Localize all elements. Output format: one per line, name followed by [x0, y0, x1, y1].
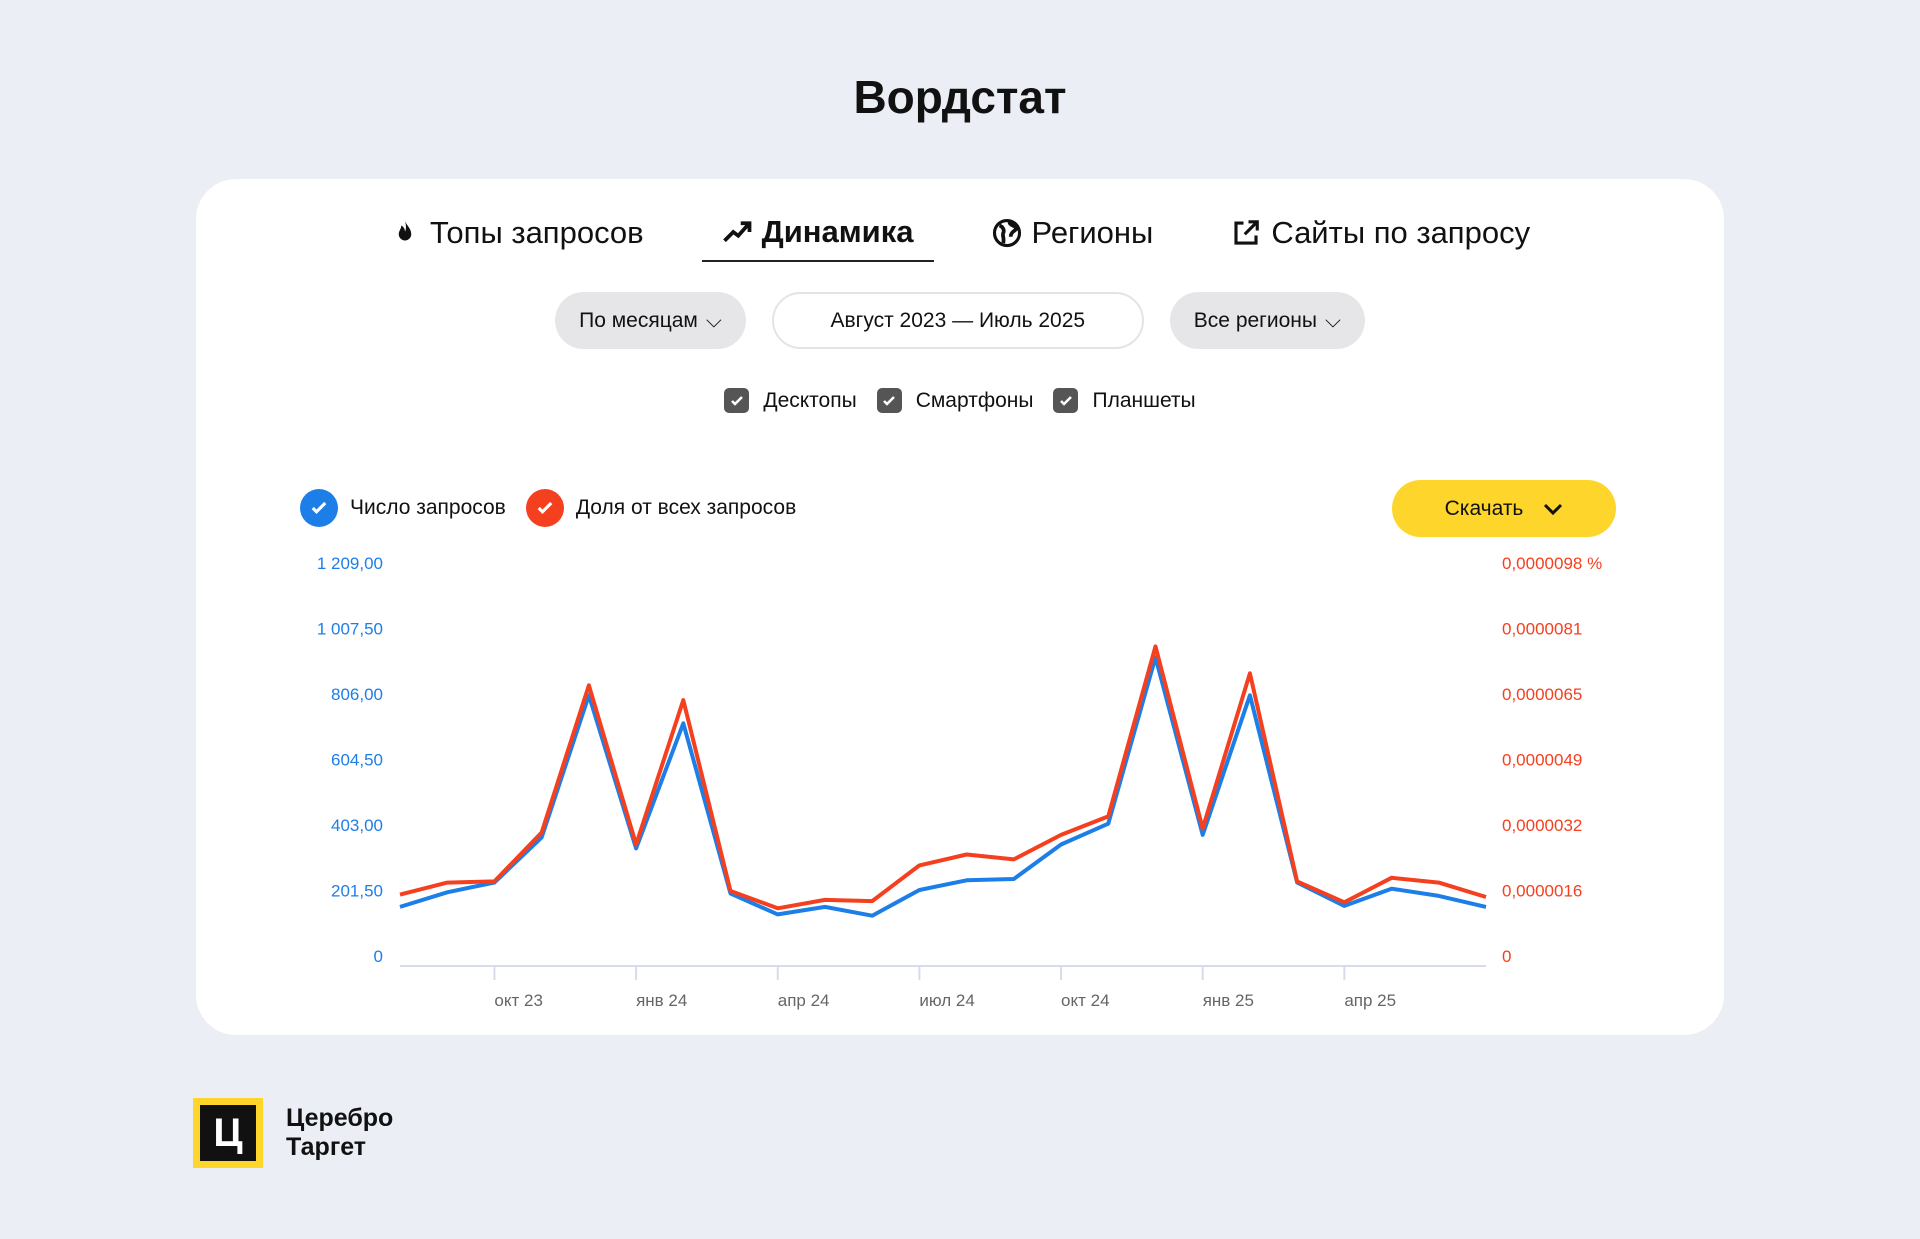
check-icon: [1053, 388, 1079, 413]
filters: По месяцам ⌵ Август 2023 — Июль 2025 Все…: [0, 292, 1920, 349]
download-button[interactable]: Скачать: [1392, 480, 1616, 537]
chevron-down-icon: ⌵: [1324, 308, 1341, 332]
legend-label: Число запросов: [350, 496, 506, 519]
period-value: По месяцам: [579, 308, 698, 332]
date-range-value: Август 2023 — Июль 2025: [830, 308, 1086, 332]
checkbox-label: Смартфоны: [915, 388, 1034, 412]
period-dropdown[interactable]: По месяцам ⌵: [555, 292, 746, 349]
page-title: Вордстат: [853, 71, 1067, 123]
date-range-picker[interactable]: Август 2023 — Июль 2025: [771, 292, 1144, 349]
brand-line1: Церебро: [286, 1104, 394, 1132]
tab-label: Регионы: [1031, 215, 1154, 250]
tab-dynamics[interactable]: Динамика: [701, 210, 934, 262]
tab-label: Сайты по запросу: [1271, 215, 1531, 250]
checkbox-label: Десктопы: [763, 388, 857, 412]
fire-icon: [398, 220, 412, 241]
external-link-icon: [1234, 220, 1260, 245]
chevron-down-icon: [1544, 503, 1563, 515]
brand-name: Церебро Таргет: [286, 1104, 393, 1162]
tab-bar: Топы запросов Динамика Регионы Сайты по …: [0, 210, 1920, 262]
region-dropdown[interactable]: Все регионы ⌵: [1169, 292, 1365, 349]
legend-label: Доля от всех запросов: [575, 496, 797, 519]
checkbox-smartphones[interactable]: Смартфоны: [876, 388, 1034, 413]
brand-line2: Таргет: [286, 1133, 367, 1161]
globe-icon: [992, 218, 1021, 248]
check-icon: [724, 388, 750, 413]
checkbox-label: Планшеты: [1092, 388, 1196, 412]
chevron-down-icon: ⌵: [705, 308, 722, 332]
trend-icon: [722, 221, 752, 243]
logo-mark: Ц: [213, 1110, 243, 1155]
tab-label: Топы запросов: [429, 215, 644, 250]
legend-queries-count[interactable]: Число запросов: [300, 489, 506, 527]
checkbox-tablets[interactable]: Планшеты: [1053, 388, 1196, 413]
check-icon: [300, 489, 338, 527]
tab-top-queries[interactable]: Топы запросов: [370, 210, 664, 262]
tab-label: Динамика: [761, 214, 914, 249]
check-icon: [525, 489, 564, 527]
brand-logo: Ц: [193, 1098, 263, 1168]
device-filters: Десктопы Смартфоны Планшеты: [0, 388, 1920, 413]
download-label: Скачать: [1444, 496, 1524, 520]
chart-legend: Число запросов Доля от всех запросов: [300, 489, 796, 527]
check-icon: [876, 388, 902, 413]
checkbox-desktops[interactable]: Десктопы: [724, 388, 857, 413]
tab-regions[interactable]: Регионы: [972, 210, 1174, 262]
legend-queries-share[interactable]: Доля от всех запросов: [525, 489, 797, 527]
tab-sites[interactable]: Сайты по запросу: [1211, 210, 1550, 262]
region-value: Все регионы: [1193, 308, 1317, 332]
